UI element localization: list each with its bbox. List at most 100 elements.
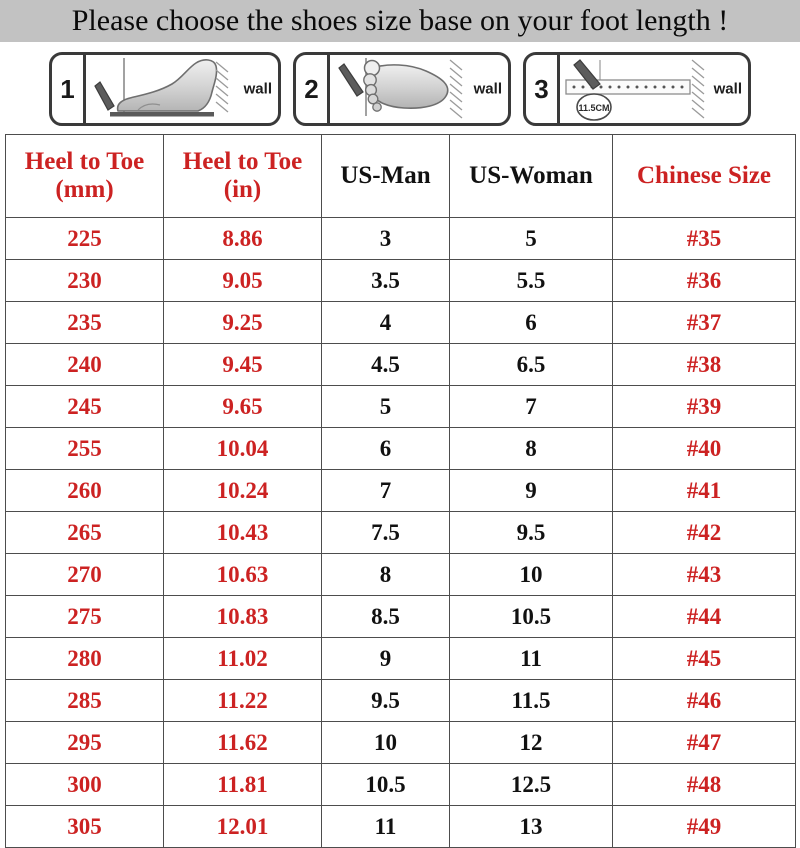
cell-us-man: 8.5 [321, 595, 450, 638]
step-2-wall-label: wall [473, 80, 502, 98]
table-row: 275 10.83 8.5 10.5 #44 [5, 595, 796, 638]
table-row: 270 10.63 8 10 #43 [5, 553, 796, 596]
cell-heel-to-toe-in: 10.43 [163, 511, 322, 554]
cell-us-man: 7 [321, 469, 450, 512]
cell-heel-to-toe-mm: 270 [5, 553, 164, 596]
cell-chinese-size: #47 [612, 721, 796, 764]
table-row: 285 11.22 9.5 11.5 #46 [5, 679, 796, 722]
cell-us-woman: 6 [449, 301, 613, 344]
cell-heel-to-toe-mm: 230 [5, 259, 164, 302]
cell-heel-to-toe-mm: 245 [5, 385, 164, 428]
cell-heel-to-toe-mm: 260 [5, 469, 164, 512]
foot-top-view-icon [338, 58, 463, 119]
cell-heel-to-toe-in: 11.62 [163, 721, 322, 764]
cell-chinese-size: #44 [612, 595, 796, 638]
shoe-size-table: Heel to Toe (mm) Heel to Toe (in) US-Man… [5, 134, 796, 848]
step-3-number: 3 [526, 55, 560, 123]
cell-chinese-size: #38 [612, 343, 796, 386]
cell-heel-to-toe-mm: 265 [5, 511, 164, 554]
cell-heel-to-toe-mm: 280 [5, 637, 164, 680]
header-heel-to-toe-in-line1: Heel to Toe [182, 148, 303, 175]
table-body: 225 8.86 3 5 #35 230 9.05 3.5 5.5 #36 235 9.25 4 6 #37… [5, 217, 796, 848]
cell-us-woman: 12.5 [449, 763, 613, 806]
cell-us-woman: 5 [449, 217, 613, 260]
cell-chinese-size: #48 [612, 763, 796, 806]
header-heel-to-toe-mm-line1: Heel to Toe [24, 148, 145, 175]
header-us-man: US-Man [321, 134, 450, 218]
cell-us-woman: 11.5 [449, 679, 613, 722]
step-1-illustration: wall [86, 55, 278, 123]
cell-heel-to-toe-in: 9.65 [163, 385, 322, 428]
cell-heel-to-toe-in: 12.01 [163, 805, 322, 848]
cell-us-man: 4 [321, 301, 450, 344]
cell-heel-to-toe-in: 10.63 [163, 553, 322, 596]
measurement-steps: 1 [0, 42, 800, 134]
step-3-wall-label: wall [713, 80, 742, 98]
cell-us-man: 3 [321, 217, 450, 260]
table-row: 260 10.24 7 9 #41 [5, 469, 796, 512]
page-title-banner: Please choose the shoes size base on you… [0, 0, 800, 42]
table-row: 265 10.43 7.5 9.5 #42 [5, 511, 796, 554]
cell-heel-to-toe-in: 10.24 [163, 469, 322, 512]
foot-side-view-icon [94, 58, 229, 117]
cell-us-man: 10 [321, 721, 450, 764]
cell-heel-to-toe-mm: 285 [5, 679, 164, 722]
cell-heel-to-toe-in: 9.05 [163, 259, 322, 302]
header-heel-to-toe-mm: Heel to Toe (mm) [5, 134, 164, 218]
cell-us-woman: 8 [449, 427, 613, 470]
cell-chinese-size: #45 [612, 637, 796, 680]
step-2-illustration: wall [330, 55, 508, 123]
page-title: Please choose the shoes size base on you… [71, 4, 729, 37]
cell-heel-to-toe-mm: 235 [5, 301, 164, 344]
cell-heel-to-toe-in: 11.81 [163, 763, 322, 806]
cell-chinese-size: #39 [612, 385, 796, 428]
header-heel-to-toe-in: Heel to Toe (in) [163, 134, 322, 218]
step-3-measurement-label: 11.5CM [578, 103, 609, 113]
cell-us-woman: 10 [449, 553, 613, 596]
cell-us-man: 9 [321, 637, 450, 680]
table-row: 225 8.86 3 5 #35 [5, 217, 796, 260]
step-3-box: 3 11 [523, 52, 751, 126]
cell-us-man: 6 [321, 427, 450, 470]
cell-heel-to-toe-mm: 240 [5, 343, 164, 386]
cell-us-man: 5 [321, 385, 450, 428]
cell-us-man: 11 [321, 805, 450, 848]
cell-us-man: 10.5 [321, 763, 450, 806]
cell-us-woman: 6.5 [449, 343, 613, 386]
cell-heel-to-toe-in: 8.86 [163, 217, 322, 260]
table-row: 295 11.62 10 12 #47 [5, 721, 796, 764]
header-chinese-size: Chinese Size [612, 134, 796, 218]
table-row: 255 10.04 6 8 #40 [5, 427, 796, 470]
cell-us-woman: 13 [449, 805, 613, 848]
cell-chinese-size: #49 [612, 805, 796, 848]
cell-chinese-size: #35 [612, 217, 796, 260]
cell-us-man: 7.5 [321, 511, 450, 554]
cell-us-woman: 5.5 [449, 259, 613, 302]
cell-us-man: 4.5 [321, 343, 450, 386]
step-1-number: 1 [52, 55, 86, 123]
cell-us-woman: 9.5 [449, 511, 613, 554]
cell-heel-to-toe-in: 10.04 [163, 427, 322, 470]
cell-chinese-size: #41 [612, 469, 796, 512]
step-3-illustration: 11.5CM wall [560, 55, 748, 123]
cell-us-woman: 9 [449, 469, 613, 512]
header-row: Heel to Toe (mm) Heel to Toe (in) US-Man… [5, 134, 796, 218]
table-row: 305 12.01 11 13 #49 [5, 805, 796, 848]
cell-chinese-size: #43 [612, 553, 796, 596]
ruler-measure-icon: 11.5CM [565, 59, 705, 121]
table-row: 240 9.45 4.5 6.5 #38 [5, 343, 796, 386]
cell-us-woman: 12 [449, 721, 613, 764]
cell-heel-to-toe-in: 11.02 [163, 637, 322, 680]
cell-us-man: 3.5 [321, 259, 450, 302]
step-2-box: 2 [293, 52, 511, 126]
step-1-wall-label: wall [243, 80, 272, 98]
cell-us-woman: 7 [449, 385, 613, 428]
step-2-number: 2 [296, 55, 330, 123]
cell-us-woman: 11 [449, 637, 613, 680]
cell-heel-to-toe-mm: 305 [5, 805, 164, 848]
header-heel-to-toe-in-line2: (in) [223, 176, 262, 203]
step-1-box: 1 [49, 52, 281, 126]
cell-heel-to-toe-mm: 275 [5, 595, 164, 638]
header-us-woman: US-Woman [449, 134, 613, 218]
table-row: 300 11.81 10.5 12.5 #48 [5, 763, 796, 806]
